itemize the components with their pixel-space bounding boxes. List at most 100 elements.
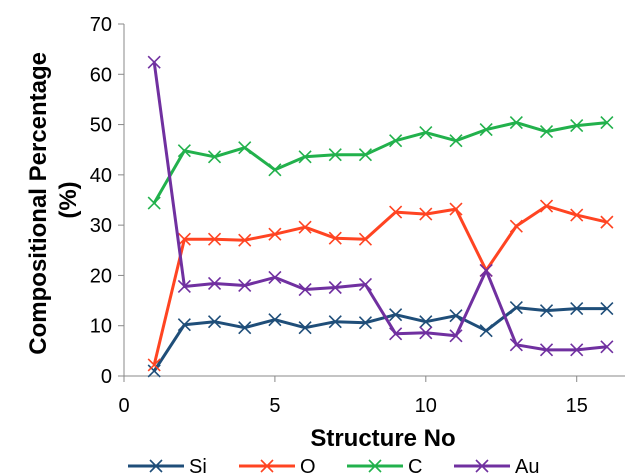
x-tick-label: 5 <box>269 395 280 417</box>
data-point-c <box>268 163 282 177</box>
y-tick-label: 50 <box>90 115 112 137</box>
data-point-c <box>539 125 554 139</box>
data-point-o <box>389 205 403 219</box>
legend-item-c: C <box>347 456 422 476</box>
series-au <box>147 55 614 357</box>
data-point-o <box>298 220 312 234</box>
data-point-au <box>328 280 342 295</box>
data-point-au <box>419 326 433 340</box>
data-point-o <box>570 208 584 222</box>
series-line-si <box>152 306 607 372</box>
data-point-si <box>509 301 523 315</box>
data-point-c <box>177 144 191 158</box>
data-point-o <box>147 358 161 372</box>
legend-marker-o <box>260 459 274 473</box>
y-axis-ticks: 0 10 20 30 40 50 60 70 <box>90 14 124 388</box>
data-point-au <box>207 276 222 291</box>
data-point-si <box>177 318 191 332</box>
y-tick-label: 60 <box>90 64 112 86</box>
series-line-c <box>152 121 608 204</box>
data-point-au <box>539 343 554 357</box>
data-point-si <box>328 315 342 329</box>
data-point-au <box>238 278 252 293</box>
series-si <box>147 301 614 378</box>
data-point-si <box>389 308 403 322</box>
data-point-c <box>147 196 161 210</box>
x-axis-title: Structure No <box>310 425 455 452</box>
data-point-si <box>600 302 614 316</box>
x-tick-label: 10 <box>415 395 437 417</box>
y-tick-label: 30 <box>90 215 112 237</box>
x-tick-label: 15 <box>566 395 588 417</box>
x-axis-ticks: 0 5 10 15 <box>118 376 588 417</box>
data-point-o <box>177 232 191 246</box>
legend-marker-c <box>368 459 382 473</box>
legend: Si O C Au <box>128 456 539 476</box>
y-axis-title: Compositional Percentage (%) <box>25 45 82 354</box>
data-point-si <box>268 313 282 327</box>
x-tick-label: 0 <box>118 395 129 417</box>
data-point-si <box>147 364 161 378</box>
data-point-au <box>358 277 373 292</box>
y-tick-label: 0 <box>101 366 112 388</box>
series-line-au <box>152 61 608 352</box>
data-point-si <box>358 316 373 330</box>
data-point-o <box>419 207 433 221</box>
data-point-c <box>238 141 252 155</box>
data-point-au <box>509 338 523 352</box>
data-point-c <box>207 150 222 164</box>
data-point-c <box>298 150 312 164</box>
data-point-o <box>600 215 614 229</box>
series-o <box>147 199 614 372</box>
series-layer <box>147 55 614 378</box>
legend-item-o: O <box>239 456 316 476</box>
data-point-au <box>268 270 282 285</box>
legend-item-au: Au <box>454 456 539 476</box>
data-point-si <box>419 315 433 329</box>
plot-area: 0 10 20 30 40 50 60 70 0 5 10 15 <box>90 14 625 417</box>
data-point-au <box>570 343 584 357</box>
y-tick-label: 10 <box>90 316 112 338</box>
legend-marker-si <box>149 459 163 473</box>
legend-label-si: Si <box>189 456 207 476</box>
legend-label-o: O <box>300 456 316 476</box>
data-point-c <box>389 134 403 148</box>
legend-label-c: C <box>408 456 422 476</box>
data-point-au <box>389 327 403 341</box>
data-point-c <box>419 126 433 140</box>
data-point-si <box>207 315 222 329</box>
y-tick-label: 70 <box>90 14 112 36</box>
data-point-au <box>298 282 312 297</box>
data-point-o <box>328 231 342 245</box>
data-point-si <box>298 321 312 335</box>
data-point-au <box>600 340 614 354</box>
data-point-c <box>449 134 463 148</box>
y-axis-title-line-2: (%) <box>55 181 82 218</box>
data-point-c <box>600 115 614 130</box>
data-point-au <box>177 279 191 294</box>
y-tick-label: 40 <box>90 165 112 187</box>
data-point-o <box>207 232 222 246</box>
data-point-o <box>358 232 373 246</box>
data-point-si <box>539 304 554 318</box>
y-axis-title-line-1: Compositional Percentage <box>25 52 52 355</box>
legend-item-si: Si <box>128 456 207 476</box>
series-c <box>147 115 614 210</box>
data-point-c <box>570 119 584 133</box>
data-point-si <box>570 302 584 316</box>
data-point-au <box>479 263 493 277</box>
data-point-c <box>509 115 523 130</box>
data-point-o <box>238 233 252 247</box>
y-tick-label: 20 <box>90 265 112 287</box>
data-point-au <box>147 55 161 69</box>
data-point-au <box>449 329 463 343</box>
data-point-si <box>238 321 252 335</box>
data-point-si <box>479 324 493 338</box>
data-point-c <box>358 148 373 162</box>
data-point-si <box>449 309 463 323</box>
legend-label-au: Au <box>515 456 539 476</box>
data-point-c <box>479 123 493 137</box>
data-point-o <box>539 199 554 213</box>
legend-marker-au <box>475 459 489 473</box>
